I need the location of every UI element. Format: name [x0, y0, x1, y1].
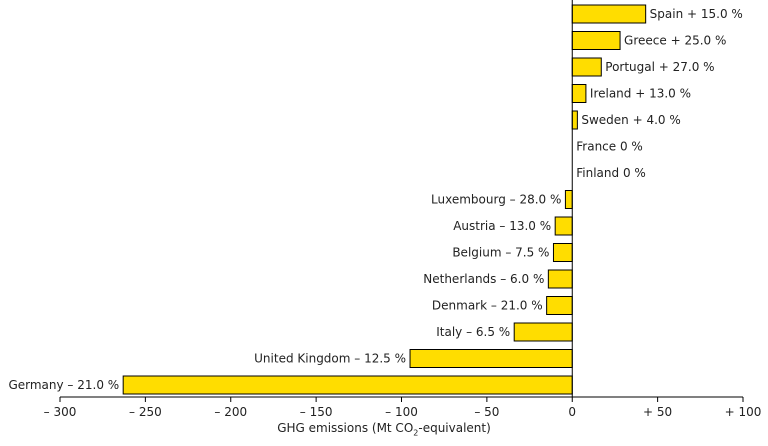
bar-label: Italy – 6.5 %: [436, 325, 510, 339]
x-tick-label: – 300: [44, 405, 77, 419]
bar-label: Sweden + 4.0 %: [581, 113, 680, 127]
bar-label: Finland 0 %: [576, 166, 646, 180]
bar: [122, 375, 573, 395]
x-tick-label: – 100: [385, 405, 418, 419]
x-tick-label: – 50: [474, 405, 499, 419]
x-tick-label: – 250: [129, 405, 162, 419]
bar: [547, 269, 573, 289]
axis-layer: – 300 – 250 – 200 – 150 – 100 – 50 0 + 50 + 100: [44, 0, 762, 419]
x-tick-label: + 50: [643, 405, 672, 419]
bar-label: Denmark – 21.0 %: [432, 299, 543, 313]
bar-label: Austria – 13.0 %: [453, 219, 551, 233]
bar: [409, 349, 573, 368]
x-tick-label: – 200: [214, 405, 247, 419]
bar-label: Spain + 15.0 %: [650, 7, 743, 21]
bar: [571, 57, 602, 77]
bar-label: Belgium – 7.5 %: [452, 246, 549, 260]
bar-label: United Kingdom – 12.5 %: [254, 352, 406, 366]
bar: [513, 322, 573, 342]
bar-label: Portugal + 27.0 %: [605, 60, 714, 74]
bar: [571, 4, 647, 24]
bar: [554, 216, 573, 236]
labels-layer: Spain + 15.0 % Greece + 25.0 % Portugal + …: [8, 7, 742, 392]
bar: [552, 243, 573, 262]
bar-label: Luxembourg – 28.0 %: [431, 193, 561, 207]
x-tick-label: + 100: [725, 405, 762, 419]
bar-label: Ireland + 13.0 %: [590, 87, 691, 101]
bars-layer: [122, 4, 647, 395]
bar: [564, 190, 573, 209]
bar-label: Germany – 21.0 %: [8, 378, 119, 392]
x-axis-label: GHG emissions (Mt CO2-equivalent): [0, 421, 768, 437]
bar: [571, 31, 621, 50]
bar-label: France 0 %: [576, 140, 643, 154]
bar-label: Netherlands – 6.0 %: [423, 272, 544, 286]
x-axis-label-main: GHG emissions (Mt CO: [277, 421, 414, 435]
bar: [571, 110, 578, 130]
bar: [546, 296, 573, 315]
bar-label: Greece + 25.0 %: [624, 34, 726, 48]
bar: [571, 84, 587, 103]
x-axis-label-subscript: 2: [413, 428, 419, 438]
x-axis-label-tail: -equivalent): [418, 421, 491, 435]
x-tick-label: 0: [568, 405, 576, 419]
x-tick-label: – 150: [300, 405, 333, 419]
